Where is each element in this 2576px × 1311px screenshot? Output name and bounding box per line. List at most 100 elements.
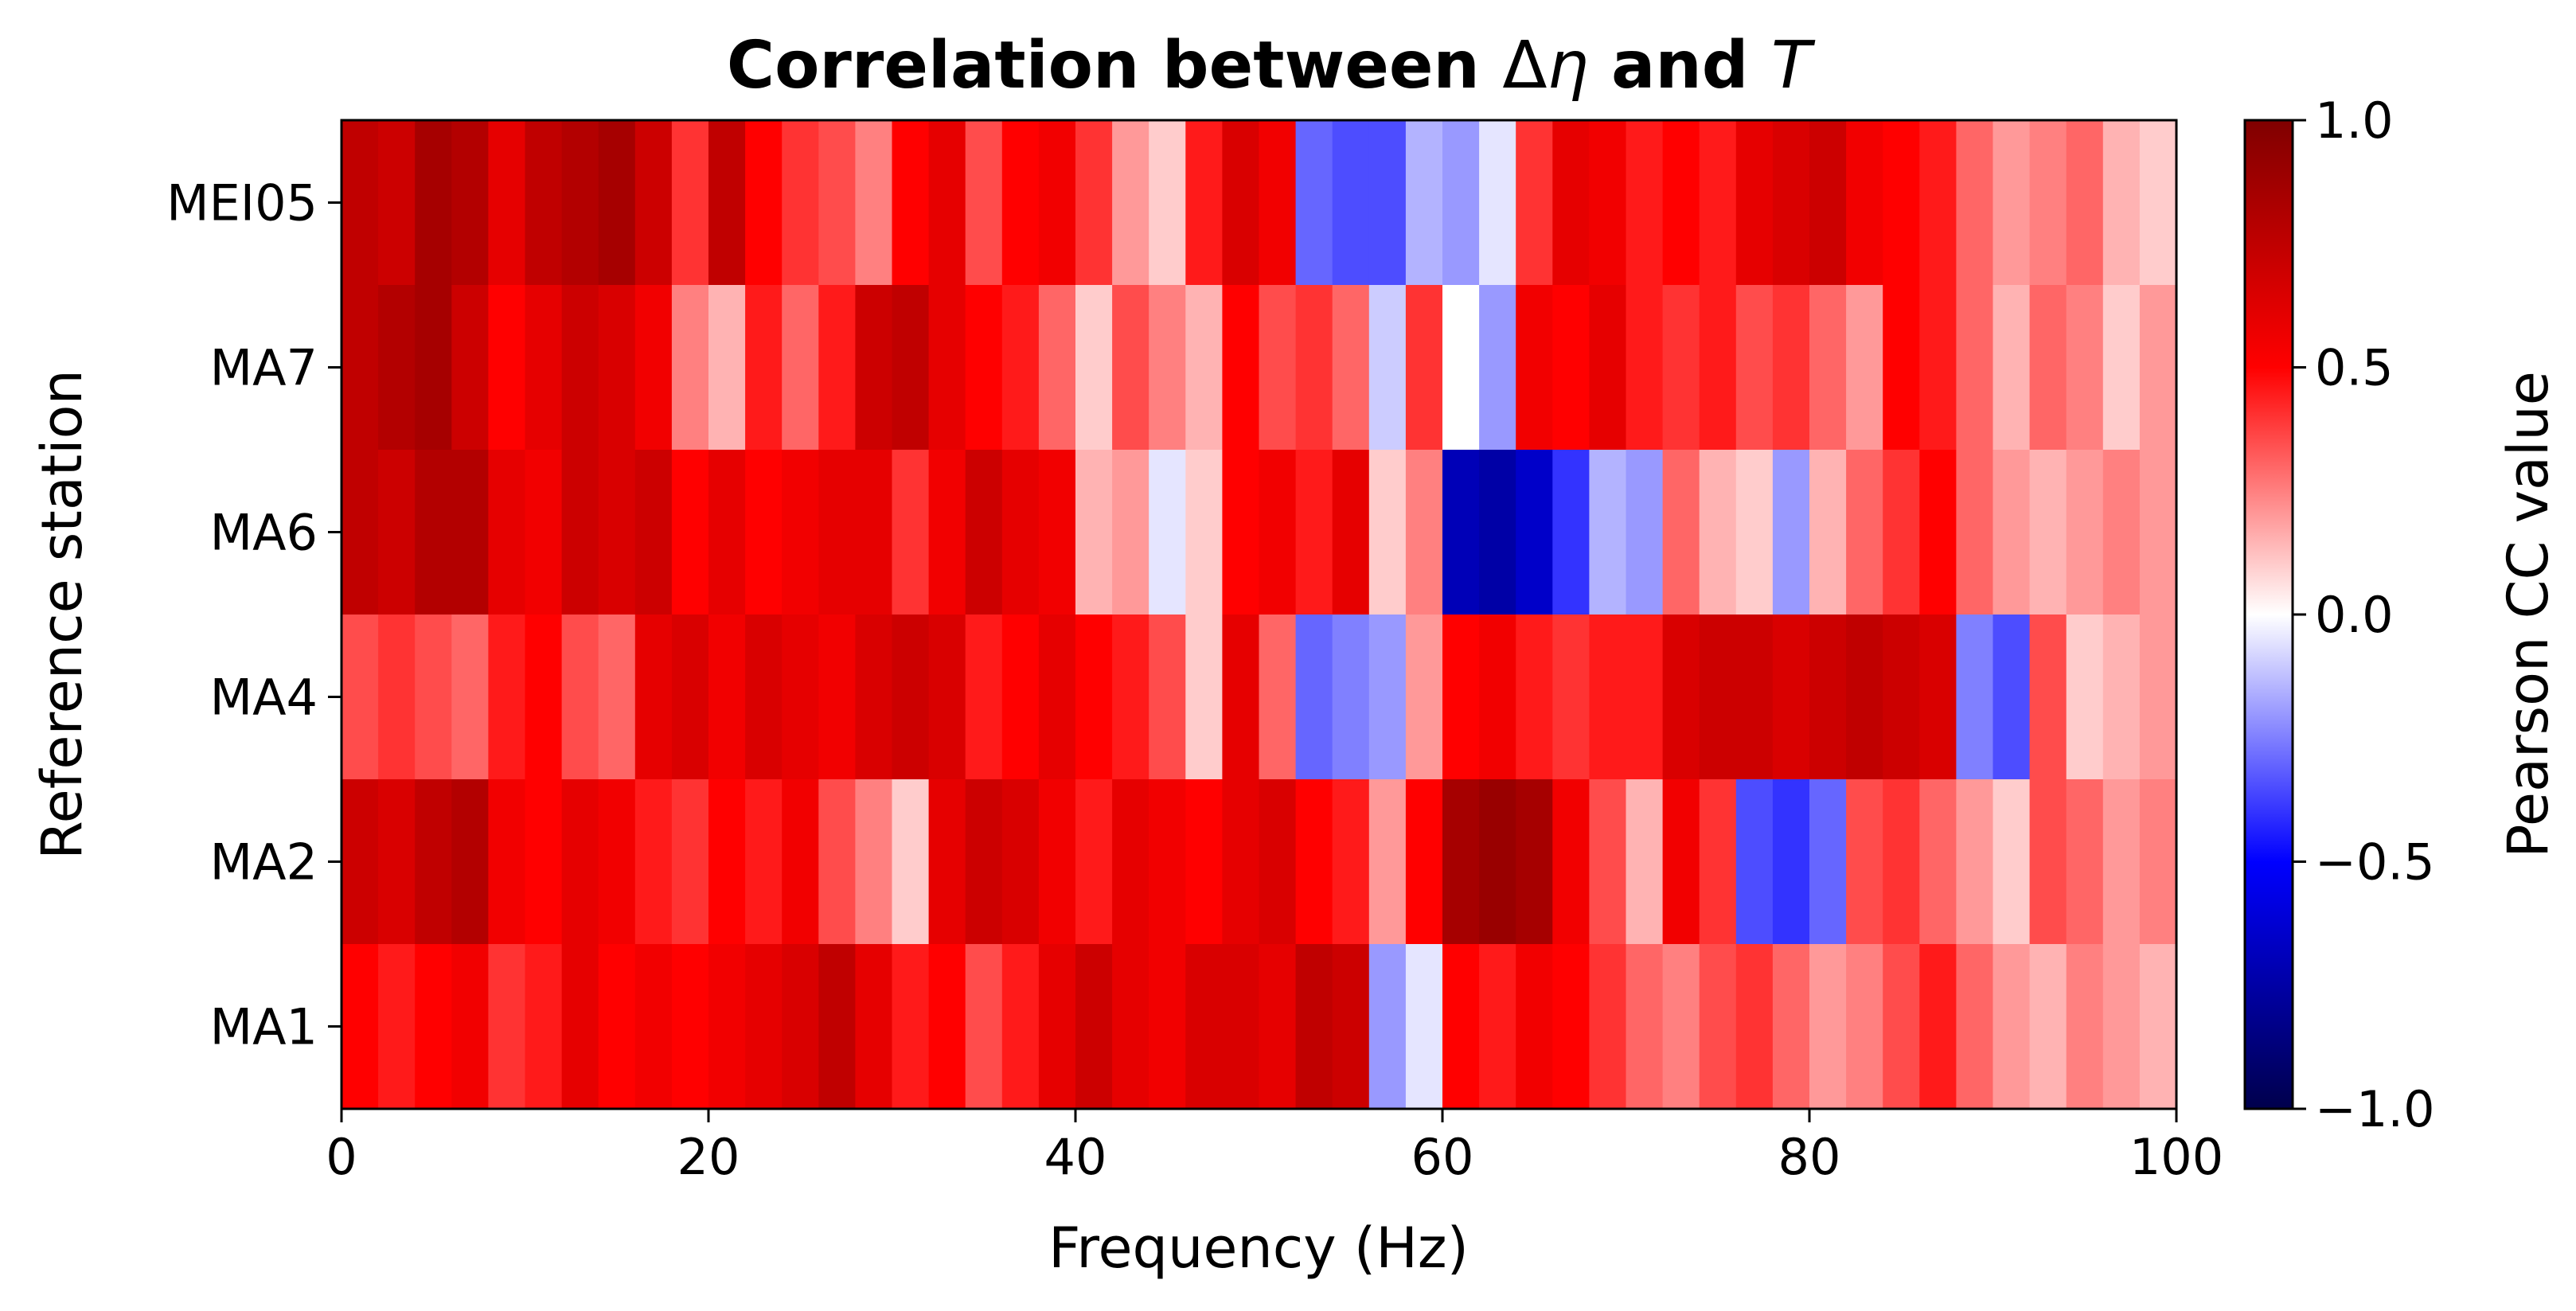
heatmap-cell-ma6 xyxy=(1809,450,1847,615)
heatmap-cell-ma4 xyxy=(965,615,1003,780)
heatmap-cell-ma1 xyxy=(342,944,379,1110)
heatmap-cell-ma2 xyxy=(1919,779,1957,945)
heatmap-cell-ma7 xyxy=(745,285,783,451)
heatmap-cell-ma4 xyxy=(1735,615,1774,780)
heatmap-cell-ma6 xyxy=(1846,450,1883,615)
heatmap-cell-ma7 xyxy=(415,285,452,451)
heatmap-cell-ma4 xyxy=(1001,615,1040,780)
heatmap-cell-ma7 xyxy=(671,285,709,451)
heatmap-cell-ma2 xyxy=(1809,779,1847,945)
heatmap-cell-ma2 xyxy=(1846,779,1883,945)
heatmap-cell-ma4 xyxy=(892,615,930,780)
heatmap-cell-ma6 xyxy=(1368,450,1407,615)
heatmap-cell-ma2 xyxy=(1222,779,1260,945)
heatmap-cell-ma6 xyxy=(818,450,856,615)
heatmap-cell-ma2 xyxy=(1112,779,1149,945)
heatmap-cell-ma4 xyxy=(342,615,379,780)
heatmap-cell-ma1 xyxy=(2066,944,2104,1110)
heatmap-cell-ma4 xyxy=(2029,615,2067,780)
heatmap-cell-ma7 xyxy=(1516,285,1553,451)
plot-frame xyxy=(340,119,2178,1110)
heatmap-cell-mei05 xyxy=(745,120,783,286)
x-tick-label: 20 xyxy=(677,1128,740,1186)
heatmap-cell-ma2 xyxy=(451,779,489,945)
heatmap-cell-ma1 xyxy=(1222,944,1260,1110)
y-tick-label: MA4 xyxy=(210,669,318,727)
heatmap-cell-mei05 xyxy=(1185,120,1223,286)
heatmap-cell-ma2 xyxy=(1479,779,1516,945)
heatmap-cell-ma6 xyxy=(1222,450,1260,615)
heatmap-cell-ma1 xyxy=(1552,944,1590,1110)
heatmap-cell-ma7 xyxy=(2102,285,2141,451)
heatmap-cell-ma4 xyxy=(1956,615,1994,780)
heatmap-cell-ma4 xyxy=(598,615,636,780)
colorbar-tick-label: 0.5 xyxy=(2315,339,2394,397)
heatmap-cell-ma1 xyxy=(1149,944,1186,1110)
heatmap-cell-mei05 xyxy=(525,120,563,286)
heatmap-cell-ma7 xyxy=(892,285,930,451)
heatmap-cell-ma6 xyxy=(525,450,563,615)
heatmap-cell-ma7 xyxy=(2139,285,2177,451)
x-axis-label: Frequency (Hz) xyxy=(1048,1215,1469,1281)
heatmap-cell-ma2 xyxy=(745,779,783,945)
heatmap-cell-ma2 xyxy=(1772,779,1810,945)
heatmap-cell-ma6 xyxy=(342,450,379,615)
heatmap-cell-mei05 xyxy=(1405,120,1443,286)
heatmap-cell-ma7 xyxy=(1038,285,1076,451)
heatmap-cell-ma7 xyxy=(598,285,636,451)
heatmap-cell-ma1 xyxy=(1956,944,1994,1110)
heatmap-cell-ma1 xyxy=(1735,944,1774,1110)
heatmap-cell-mei05 xyxy=(1992,120,2031,286)
heatmap-cell-ma4 xyxy=(1185,615,1223,780)
heatmap-cell-ma7 xyxy=(1222,285,1260,451)
heatmap-cell-ma4 xyxy=(1038,615,1076,780)
heatmap-cell-ma2 xyxy=(782,779,819,945)
heatmap-cell-ma6 xyxy=(782,450,819,615)
heatmap-cell-ma6 xyxy=(1038,450,1076,615)
heatmap-cell-ma4 xyxy=(2139,615,2177,780)
heatmap-cell-ma7 xyxy=(451,285,489,451)
heatmap-cell-mei05 xyxy=(415,120,452,286)
heatmap-cell-ma4 xyxy=(1809,615,1847,780)
heatmap-cell-ma6 xyxy=(1112,450,1149,615)
heatmap-cell-ma1 xyxy=(965,944,1003,1110)
heatmap-cell-ma6 xyxy=(378,450,416,615)
heatmap-cell-ma6 xyxy=(1259,450,1297,615)
heatmap-cell-ma1 xyxy=(1992,944,2031,1110)
heatmap-cell-ma7 xyxy=(1919,285,1957,451)
heatmap-cell-ma7 xyxy=(1442,285,1480,451)
heatmap-cell-ma1 xyxy=(1883,944,1920,1110)
heatmap-cell-mei05 xyxy=(1846,120,1883,286)
heatmap-cell-ma2 xyxy=(1259,779,1297,945)
heatmap-cell-ma2 xyxy=(1038,779,1076,945)
colorbar-label: Pearson CC value xyxy=(2496,371,2561,858)
heatmap-cell-ma4 xyxy=(561,615,599,780)
y-axis-ticks: MEI05 MA7 MA6 MA4 MA2 MA1 xyxy=(166,174,342,1056)
heatmap-cell-ma2 xyxy=(342,779,379,945)
heatmap-cell-ma7 xyxy=(525,285,563,451)
heatmap-cell-ma1 xyxy=(1846,944,1883,1110)
heatmap-cell-ma2 xyxy=(2102,779,2141,945)
title-text-part: Correlation between xyxy=(727,28,1502,103)
heatmap-cell-ma6 xyxy=(2029,450,2067,615)
heatmap-cell-ma7 xyxy=(1846,285,1883,451)
heatmap-cell-ma1 xyxy=(598,944,636,1110)
heatmap-cell-ma7 xyxy=(818,285,856,451)
heatmap-cell-ma7 xyxy=(1992,285,2031,451)
heatmap-cell-mei05 xyxy=(1956,120,1994,286)
heatmap-cell-ma2 xyxy=(2139,779,2177,945)
x-axis-ticks: 0 20 40 60 80 100 xyxy=(326,1109,2223,1186)
heatmap-cell-ma6 xyxy=(892,450,930,615)
heatmap-cell-mei05 xyxy=(1552,120,1590,286)
heatmap-cell-ma1 xyxy=(1038,944,1076,1110)
heatmap-cell-ma2 xyxy=(1149,779,1186,945)
heatmap-cell-ma7 xyxy=(2066,285,2104,451)
heatmap-cell-mei05 xyxy=(598,120,636,286)
heatmap-cell-ma6 xyxy=(1883,450,1920,615)
heatmap-cell-ma1 xyxy=(1662,944,1700,1110)
heatmap-cell-mei05 xyxy=(818,120,856,286)
heatmap-cell-ma4 xyxy=(1516,615,1553,780)
heatmap-cell-mei05 xyxy=(488,120,526,286)
heatmap-cell-ma2 xyxy=(1368,779,1407,945)
heatmap-cell-ma2 xyxy=(1699,779,1737,945)
